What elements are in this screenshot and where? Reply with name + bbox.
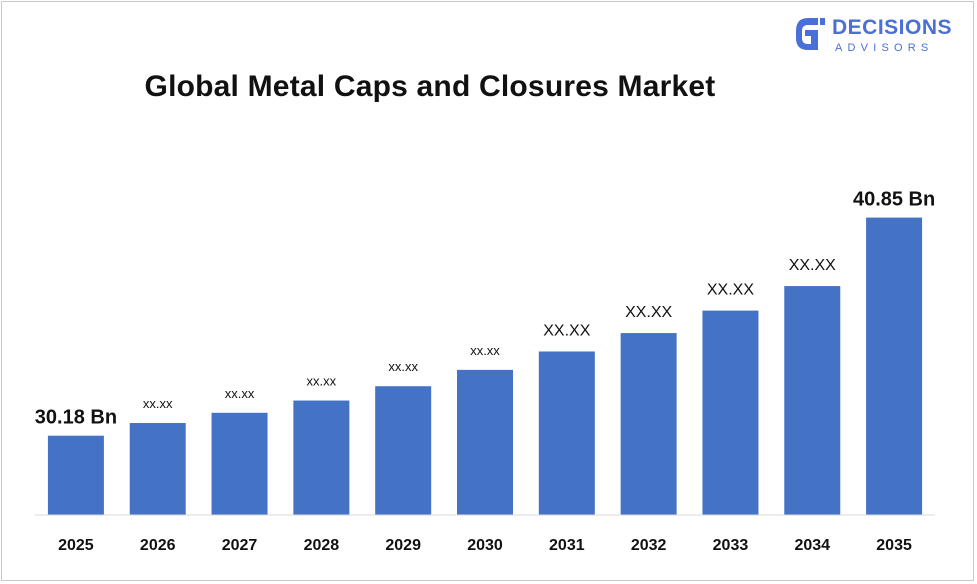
logo-wordmark: DECISIONS bbox=[832, 16, 953, 39]
bar-2029 bbox=[375, 386, 432, 515]
x-tick-label-2032: 2032 bbox=[631, 537, 667, 554]
data-label-2028: xx.xx bbox=[307, 374, 337, 389]
data-label-2026: xx.xx bbox=[143, 396, 173, 411]
bar-2028 bbox=[293, 400, 350, 515]
data-label-2035: 40.85 Bn bbox=[853, 189, 935, 211]
x-tick-label-2035: 2035 bbox=[876, 537, 912, 554]
bar-2027 bbox=[211, 412, 268, 515]
data-label-2031: XX.XX bbox=[543, 322, 590, 339]
x-tick-label-2033: 2033 bbox=[713, 537, 749, 554]
data-label-2027: xx.xx bbox=[225, 386, 255, 401]
x-tick-label-2027: 2027 bbox=[222, 537, 258, 554]
bar-2034 bbox=[784, 286, 841, 515]
data-label-2032: XX.XX bbox=[625, 304, 672, 321]
data-label-2029: xx.xx bbox=[388, 359, 418, 374]
x-tick-label-2031: 2031 bbox=[549, 537, 585, 554]
data-label-2033: XX.XX bbox=[707, 282, 754, 299]
bar-2035 bbox=[866, 217, 923, 515]
x-tick-label-2026: 2026 bbox=[140, 537, 176, 554]
x-tick-label-2028: 2028 bbox=[304, 537, 340, 554]
bar-2032 bbox=[620, 333, 677, 515]
data-label-2030: xx.xx bbox=[470, 343, 500, 358]
chart-title: Global Metal Caps and Closures Market bbox=[144, 70, 716, 103]
x-tick-label-2030: 2030 bbox=[467, 537, 503, 554]
bars-group bbox=[47, 217, 923, 515]
logo-mark-icon bbox=[796, 18, 825, 50]
x-tick-labels-group: 2025 2026 2027 2028 2029 2030 2031 2032 2033 2034… bbox=[58, 537, 912, 554]
data-label-2025: 30.18 Bn bbox=[35, 407, 117, 429]
bar-2030 bbox=[457, 369, 513, 515]
data-labels-group: 30.18 Bn xx.xx xx.xx xx.xx xx.xx xx.xx XX.XX XX… bbox=[35, 189, 935, 429]
data-label-2034: XX.XX bbox=[789, 257, 836, 274]
x-tick-label-2034: 2034 bbox=[794, 537, 830, 554]
x-tick-label-2025: 2025 bbox=[58, 537, 94, 554]
bar-2026 bbox=[129, 423, 186, 515]
x-tick-label-2029: 2029 bbox=[385, 537, 421, 554]
decisions-advisors-logo: DECISIONS ADVISORS bbox=[794, 14, 964, 58]
bar-2031 bbox=[538, 351, 595, 515]
logo-subtitle: ADVISORS bbox=[835, 42, 934, 54]
bar-2025 bbox=[47, 435, 104, 515]
bar-2033 bbox=[702, 310, 759, 515]
